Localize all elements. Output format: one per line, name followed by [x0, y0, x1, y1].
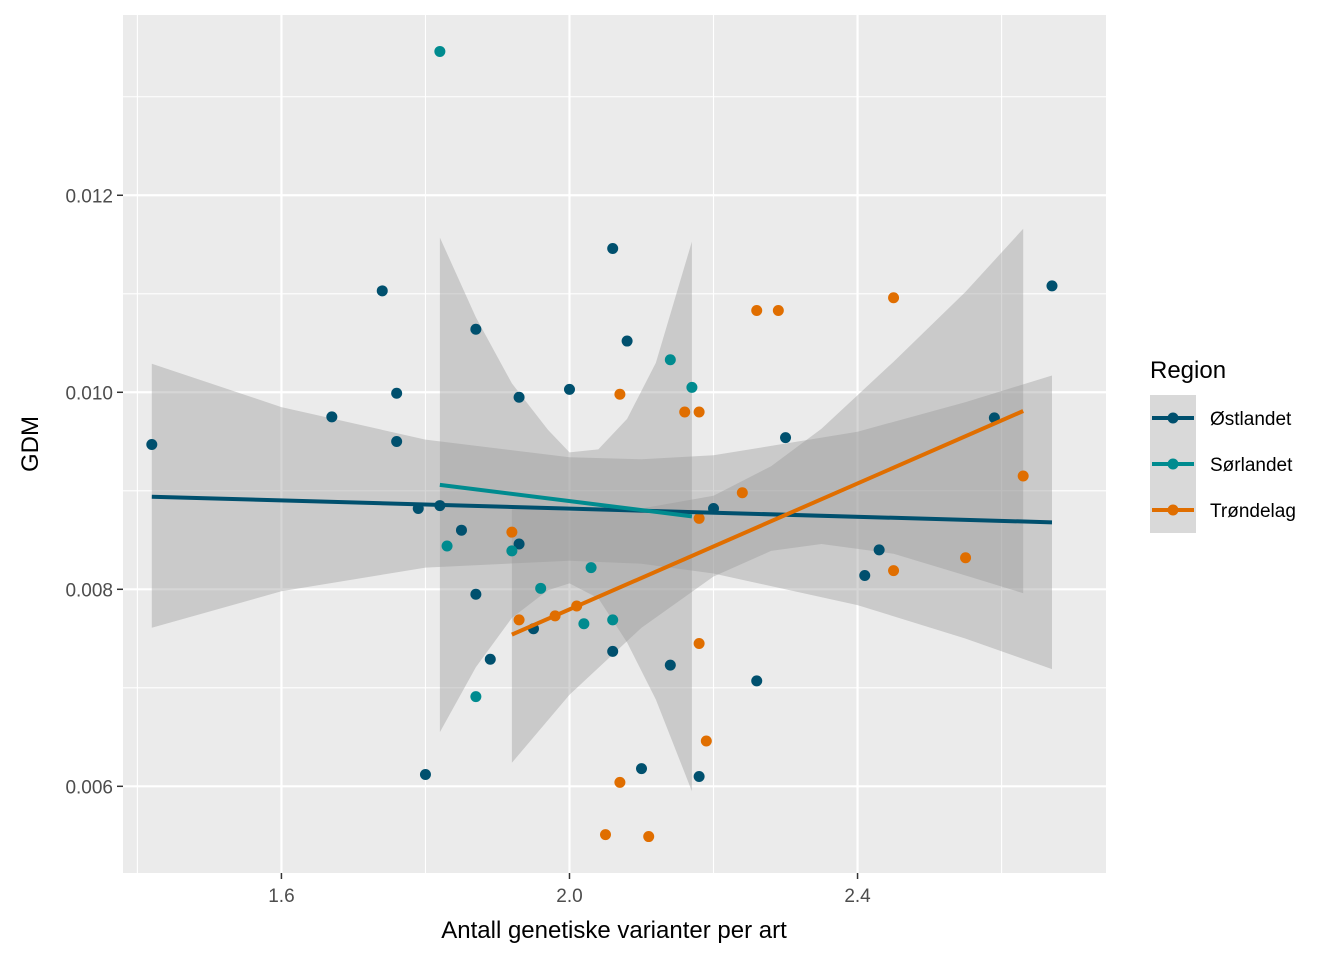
- data-point: [636, 763, 648, 775]
- legend-label: Trøndelag: [1210, 501, 1296, 522]
- data-point: [693, 637, 705, 649]
- data-point: [614, 388, 626, 400]
- data-point: [599, 829, 611, 841]
- legend-title: Region: [1150, 357, 1226, 384]
- data-point: [607, 614, 619, 626]
- data-point: [535, 582, 547, 594]
- data-point: [513, 538, 525, 550]
- data-point: [736, 487, 748, 499]
- data-point: [585, 562, 597, 574]
- confidence-band: [151, 363, 1053, 670]
- y-tick-label: 0.006: [65, 777, 113, 798]
- legend-key-point: [1167, 412, 1179, 424]
- data-point: [859, 570, 871, 582]
- data-point: [693, 406, 705, 418]
- data-point: [888, 565, 900, 577]
- y-tick-label: 0.012: [65, 186, 113, 207]
- data-point: [470, 588, 482, 600]
- x-tick-label: 1.6: [268, 886, 294, 907]
- data-point: [506, 526, 518, 538]
- data-point: [376, 285, 388, 297]
- data-point: [607, 645, 619, 657]
- data-point: [513, 614, 525, 626]
- data-point: [614, 776, 626, 788]
- data-point: [146, 438, 158, 450]
- confidence-band: [511, 228, 1024, 763]
- data-point: [391, 387, 403, 399]
- data-point: [391, 436, 403, 448]
- trend-line: [439, 482, 693, 519]
- data-point: [1046, 280, 1058, 292]
- y-tick-label: 0.008: [65, 580, 113, 601]
- data-point: [888, 292, 900, 304]
- data-point: [563, 383, 575, 395]
- data-point: [484, 653, 496, 665]
- trend-line: [151, 494, 1053, 525]
- data-point: [873, 544, 885, 556]
- data-point: [455, 524, 467, 536]
- plot-panel: [123, 15, 1106, 873]
- trend-line: [511, 409, 1024, 637]
- legend-label: Sørlandet: [1210, 455, 1293, 476]
- data-point: [700, 735, 712, 747]
- data-point: [693, 512, 705, 524]
- data-point: [513, 391, 525, 403]
- data-point: [693, 770, 705, 782]
- data-point: [664, 354, 676, 366]
- data-point: [772, 305, 784, 317]
- data-point: [751, 675, 763, 687]
- data-point: [607, 242, 619, 254]
- confidence-band: [439, 237, 692, 792]
- y-axis-title: GDM: [17, 416, 44, 472]
- data-point: [441, 540, 453, 552]
- data-point: [780, 432, 792, 444]
- data-point: [326, 411, 338, 423]
- data-point: [470, 323, 482, 335]
- data-point: [506, 545, 518, 557]
- x-tick-label: 2.4: [844, 886, 871, 907]
- data-point: [621, 335, 633, 347]
- legend: Region Østlandet Sørlandet Trøndelag: [1150, 357, 1296, 533]
- data-point: [470, 691, 482, 703]
- data-point: [643, 831, 655, 843]
- data-point: [679, 406, 691, 418]
- data-point: [686, 381, 698, 393]
- data-point: [434, 45, 446, 57]
- y-tick-label: 0.010: [65, 383, 113, 404]
- data-point: [1017, 470, 1029, 482]
- x-axis-title: Antall genetiske varianter per art: [441, 917, 787, 944]
- data-point: [960, 552, 972, 564]
- legend-label: Østlandet: [1210, 409, 1292, 430]
- data-point: [578, 618, 590, 630]
- data-point: [419, 768, 431, 780]
- legend-key-point: [1167, 458, 1179, 470]
- x-tick-label: 2.0: [556, 886, 582, 907]
- data-point: [751, 305, 763, 317]
- legend-key-point: [1167, 504, 1179, 516]
- data-point: [664, 659, 676, 671]
